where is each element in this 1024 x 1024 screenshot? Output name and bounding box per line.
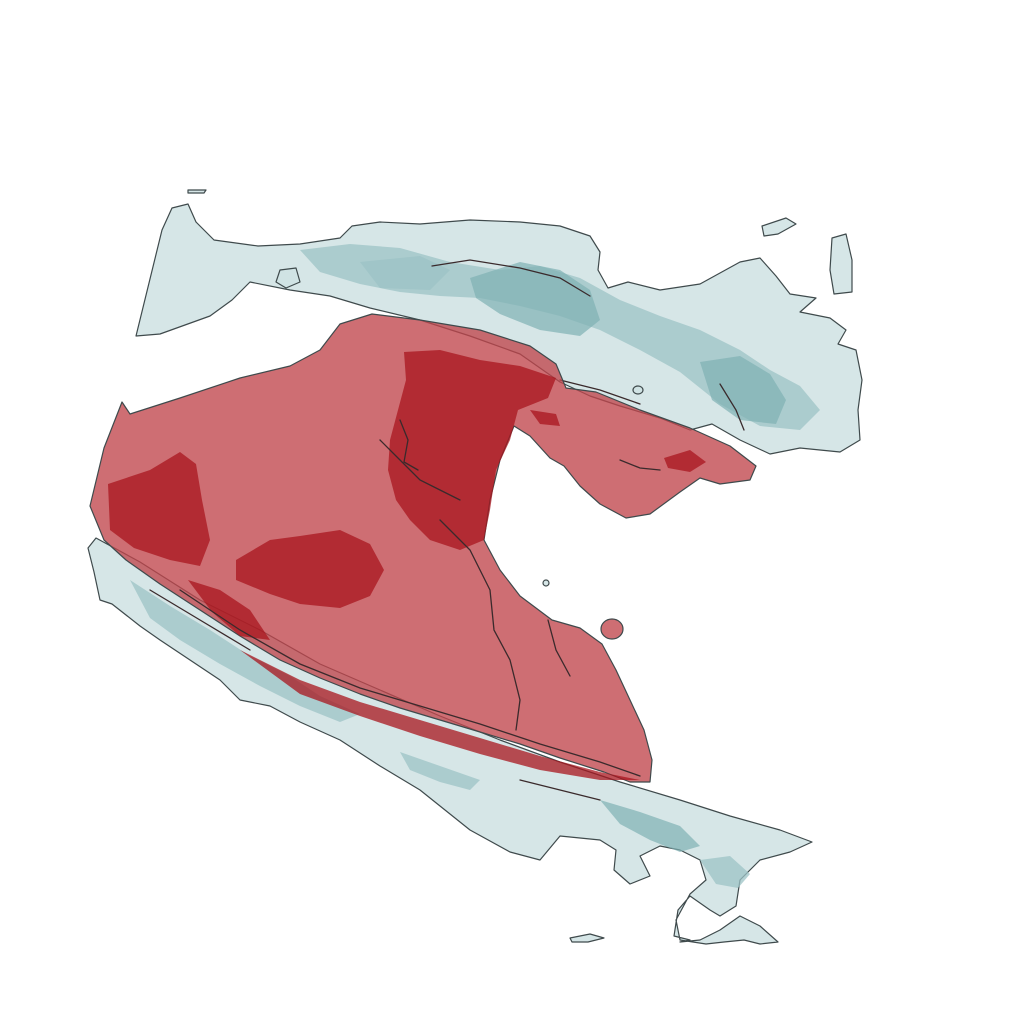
red-surface (89, 313, 757, 783)
teal-upper-surface (135, 189, 863, 455)
floating-blobs (542, 385, 644, 640)
